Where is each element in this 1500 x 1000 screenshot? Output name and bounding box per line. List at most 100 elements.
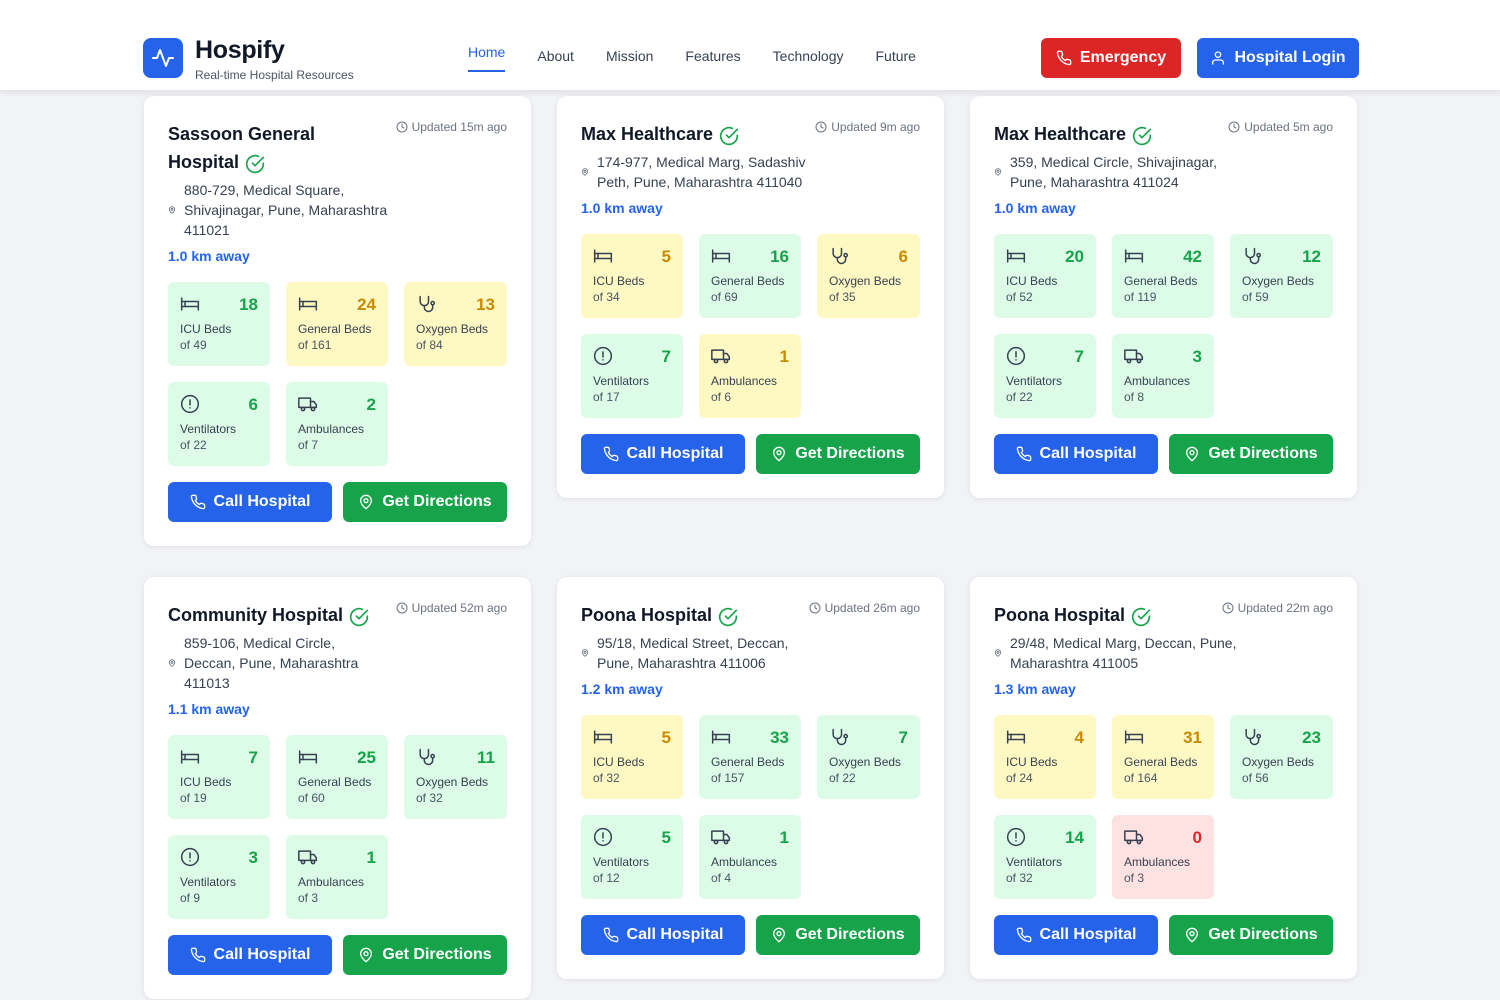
get-directions-button[interactable]: Get Directions [1169, 915, 1333, 955]
directions-label: Get Directions [1208, 445, 1318, 462]
card-actions: Call Hospital Get Directions [168, 482, 507, 522]
brand[interactable]: Hospify Real-time Hospital Resources [143, 36, 354, 82]
address-text: 359, Medical Circle, Shivajinagar, Pune,… [1010, 154, 1217, 190]
truck-icon [1124, 346, 1144, 371]
stethoscope-icon [416, 747, 436, 772]
resource-total: of 56 [1242, 771, 1269, 785]
resource-available: 6 [248, 395, 258, 414]
hospital-name: Sassoon General Hospital [168, 124, 316, 172]
phone-icon [1056, 50, 1072, 66]
call-hospital-button[interactable]: Call Hospital [994, 915, 1158, 955]
call-label: Call Hospital [213, 946, 311, 963]
get-directions-button[interactable]: Get Directions [756, 915, 920, 955]
resource-label: Ambulances [711, 855, 778, 869]
resource-tile: 1 Ambulances of 6 [699, 334, 801, 418]
nav-mission[interactable]: Mission [605, 48, 654, 64]
resource-available: 1 [779, 347, 789, 366]
phone-icon [1016, 927, 1031, 943]
clock-icon [396, 121, 408, 133]
call-hospital-button[interactable]: Call Hospital [994, 434, 1158, 474]
get-directions-button[interactable]: Get Directions [1169, 434, 1333, 474]
resource-total: of 7 [298, 438, 319, 452]
bed-icon [711, 727, 731, 752]
hospital-login-button[interactable]: Hospital Login [1197, 38, 1359, 78]
resource-label: Ventilators [1006, 855, 1063, 869]
resource-tile: 18 ICU Beds of 49 [168, 282, 270, 366]
call-hospital-button[interactable]: Call Hospital [168, 935, 332, 975]
resource-total: of 69 [711, 290, 738, 304]
resource-label: Oxygen Beds [829, 755, 902, 769]
resource-tile: 24 General Beds of 161 [286, 282, 388, 366]
hospital-name: Max Healthcare [581, 124, 714, 144]
stethoscope-icon [1242, 727, 1262, 752]
map-pin-icon [581, 168, 589, 176]
resource-label: Oxygen Beds [416, 322, 489, 336]
map-pin-icon [994, 649, 1002, 657]
call-label: Call Hospital [626, 445, 724, 462]
user-icon [1212, 51, 1225, 65]
updated-time: Updated 15m ago [396, 120, 507, 134]
alert-circle-icon [1006, 827, 1026, 852]
resource-total: of 84 [416, 338, 443, 352]
distance: 1.0 km away [994, 200, 1076, 216]
updated-text: Updated 5m ago [1244, 120, 1333, 134]
address-text: 29/48, Medical Marg, Deccan, Pune, Mahar… [1010, 635, 1237, 671]
map-pin-icon [1186, 446, 1199, 462]
resource-total: of 3 [298, 891, 319, 905]
resource-tile: 33 General Beds of 157 [699, 715, 801, 799]
resource-total: of 60 [298, 791, 325, 805]
card-actions: Call Hospital Get Directions [168, 935, 507, 975]
call-hospital-button[interactable]: Call Hospital [581, 915, 745, 955]
resource-total: of 24 [1006, 771, 1033, 785]
address-text: 174-977, Medical Marg, Sadashiv Peth, Pu… [597, 154, 806, 190]
resource-label: Oxygen Beds [829, 274, 902, 288]
nav-technology[interactable]: Technology [772, 48, 844, 64]
call-hospital-button[interactable]: Call Hospital [168, 482, 332, 522]
resource-total: of 32 [1006, 871, 1033, 885]
bed-icon [298, 747, 318, 772]
nav-future[interactable]: Future [875, 48, 916, 64]
truck-icon [711, 346, 731, 371]
call-label: Call Hospital [1039, 926, 1137, 943]
resource-total: of 6 [711, 390, 732, 404]
directions-label: Get Directions [795, 445, 905, 462]
hospital-card-1: Sassoon General Hospital Updated 15m ago… [144, 96, 531, 546]
nav-about[interactable]: About [537, 48, 574, 64]
resource-available: 31 [1183, 728, 1202, 747]
resource-total: of 34 [593, 290, 620, 304]
get-directions-button[interactable]: Get Directions [343, 935, 507, 975]
phone-icon [190, 494, 205, 510]
emergency-button[interactable]: Emergency [1041, 38, 1181, 78]
hospital-card-4: Community Hospital Updated 52m ago 859-1… [144, 577, 531, 999]
truck-icon [1124, 827, 1144, 852]
nav-home[interactable]: Home [468, 42, 506, 72]
clock-icon [396, 602, 408, 614]
card-actions: Call Hospital Get Directions [581, 915, 920, 955]
resource-tile: 31 General Beds of 164 [1112, 715, 1214, 799]
call-hospital-button[interactable]: Call Hospital [581, 434, 745, 474]
map-pin-icon [360, 494, 373, 510]
get-directions-button[interactable]: Get Directions [756, 434, 920, 474]
resource-tile: 11 Oxygen Beds of 32 [404, 735, 507, 819]
resource-tile: 7 Ventilators of 22 [994, 334, 1096, 418]
resource-label: ICU Beds [1006, 755, 1058, 769]
resource-label: Ambulances [298, 422, 365, 436]
brand-title: Hospify [195, 36, 285, 64]
stethoscope-icon [829, 246, 849, 271]
resource-label: Ventilators [593, 855, 650, 869]
main-nav: Home About Mission Features Technology F… [468, 44, 948, 72]
updated-time: Updated 9m ago [815, 120, 920, 134]
bed-icon [1006, 727, 1026, 752]
resource-tile: 3 Ventilators of 9 [168, 835, 270, 919]
alert-circle-icon [1006, 346, 1026, 371]
get-directions-button[interactable]: Get Directions [343, 482, 507, 522]
address-text: 859-106, Medical Circle, Deccan, Pune, M… [184, 635, 359, 691]
nav-features[interactable]: Features [685, 48, 741, 64]
hospital-address: 95/18, Medical Street, Deccan, Pune, Mah… [581, 633, 920, 673]
clock-icon [1228, 121, 1240, 133]
resource-grid: 18 ICU Beds of 49 24 General Beds of 161 13 Oxy… [168, 282, 507, 466]
resource-available: 12 [1302, 247, 1321, 266]
resource-grid: 4 ICU Beds of 24 31 General Beds of 164 23 Oxyg… [994, 715, 1333, 899]
verified-check-icon [719, 126, 739, 145]
map-pin-icon [994, 168, 1002, 176]
